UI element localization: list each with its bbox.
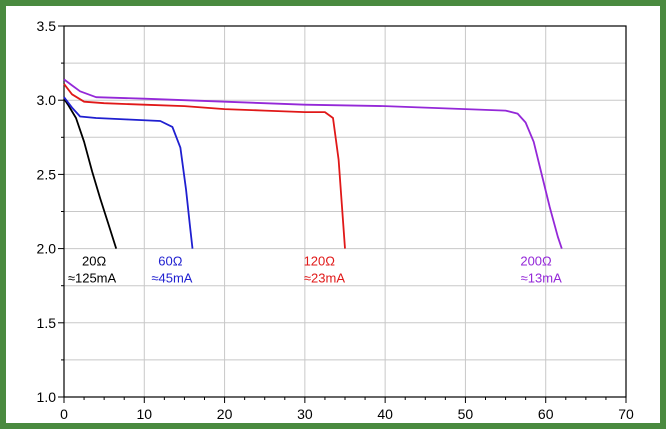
y-tick-label: 1.0 bbox=[37, 389, 57, 405]
x-tick-label: 0 bbox=[60, 406, 68, 422]
plot-border bbox=[63, 25, 627, 398]
x-tick-label: 70 bbox=[618, 406, 634, 422]
x-tick-label: 50 bbox=[458, 406, 474, 422]
x-tick-label: 40 bbox=[377, 406, 393, 422]
series-annotation-3: 120Ω bbox=[304, 254, 336, 269]
series-annotation-4: 200Ω bbox=[520, 254, 552, 269]
y-tick-label: 1.5 bbox=[37, 315, 57, 331]
x-tick-label: 60 bbox=[538, 406, 554, 422]
y-tick-label: 2.0 bbox=[37, 241, 57, 257]
x-tick-label: 10 bbox=[136, 406, 152, 422]
series-annotation-2: 60Ω bbox=[158, 254, 182, 269]
series-annotation-2: ≈45mA bbox=[151, 271, 192, 286]
series-line-1 bbox=[63, 98, 118, 249]
series-annotation-1: 20Ω bbox=[82, 254, 106, 269]
x-tick-label: 30 bbox=[297, 406, 313, 422]
series-line-4 bbox=[63, 78, 563, 249]
series-annotation-4: ≈13mA bbox=[521, 271, 562, 286]
series-annotation-3: ≈23mA bbox=[304, 271, 345, 286]
y-tick-label: 3.0 bbox=[37, 92, 57, 108]
y-tick-label: 3.5 bbox=[37, 18, 57, 34]
series-line-2 bbox=[63, 96, 194, 249]
series-annotation-1: ≈125mA bbox=[68, 271, 117, 286]
series-line-3 bbox=[63, 83, 346, 249]
x-tick-label: 20 bbox=[217, 406, 233, 422]
y-tick-label: 2.5 bbox=[37, 166, 57, 182]
